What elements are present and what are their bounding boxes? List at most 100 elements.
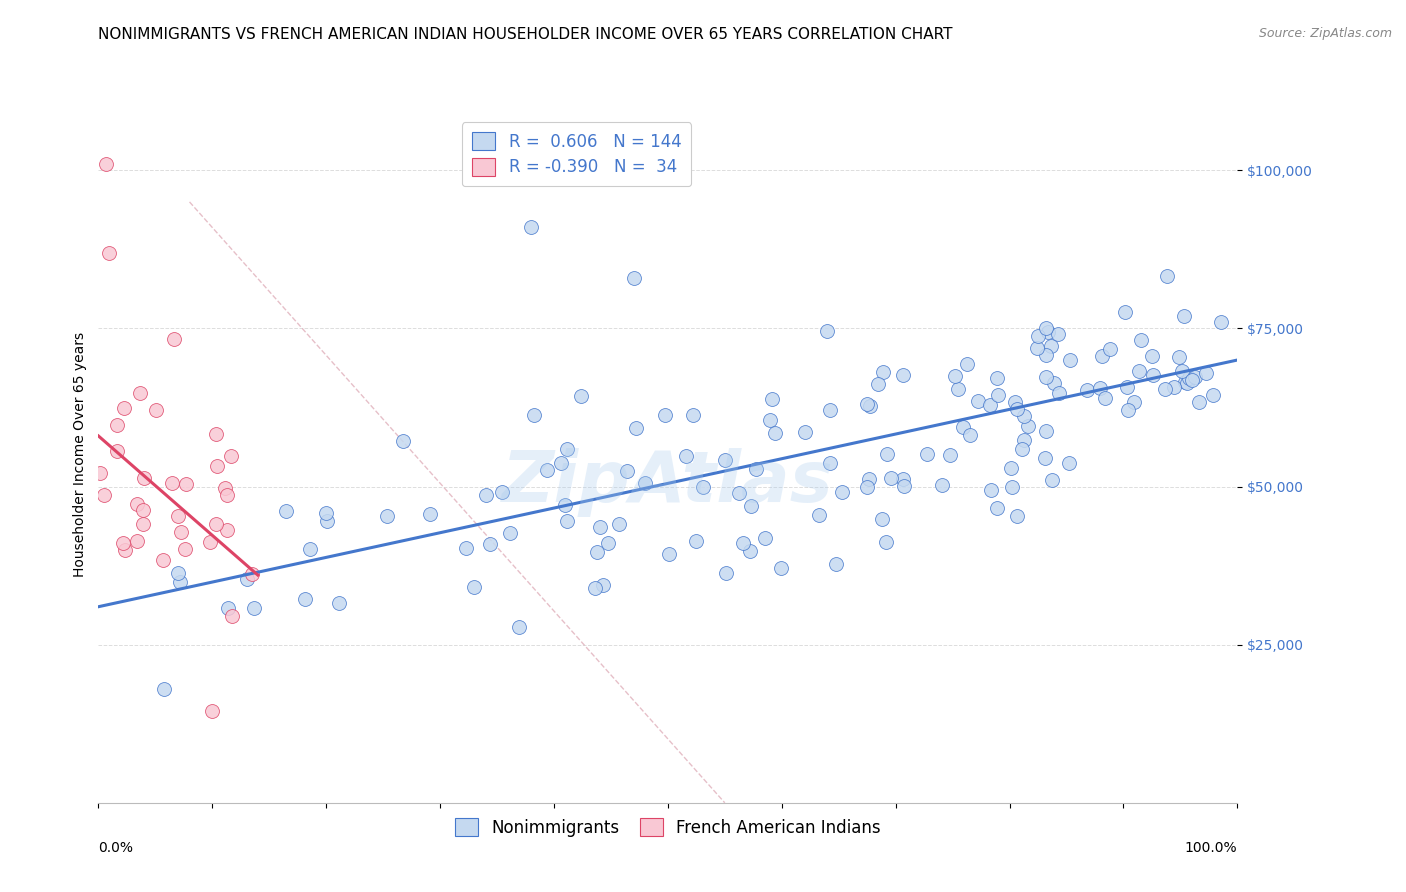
Point	[1142, 368, 1164, 382]
Point	[274, 504, 297, 518]
Point	[891, 368, 914, 382]
Text: 100.0%: 100.0%	[1185, 841, 1237, 855]
Point	[377, 509, 399, 524]
Point	[105, 444, 128, 458]
Point	[583, 581, 606, 595]
Point	[1130, 333, 1153, 347]
Point	[1173, 309, 1195, 323]
Point	[872, 365, 894, 379]
Point	[959, 428, 981, 442]
Point	[167, 508, 190, 523]
Point	[1188, 394, 1211, 409]
Point	[1140, 349, 1163, 363]
Point	[129, 386, 152, 401]
Point	[586, 544, 609, 558]
Text: ZipAtlas: ZipAtlas	[502, 449, 834, 517]
Point	[298, 541, 321, 556]
Point	[1035, 348, 1057, 362]
Point	[967, 393, 990, 408]
Point	[1202, 388, 1225, 402]
Point	[654, 409, 676, 423]
Point	[1000, 461, 1022, 475]
Point	[201, 704, 224, 718]
Point	[217, 601, 239, 615]
Point	[125, 533, 148, 548]
Point	[1057, 456, 1080, 470]
Point	[1035, 425, 1057, 439]
Point	[523, 408, 546, 422]
Point	[824, 557, 846, 571]
Point	[1014, 433, 1036, 447]
Point	[105, 418, 128, 433]
Point	[163, 332, 186, 346]
Point	[794, 425, 817, 439]
Point	[731, 535, 754, 549]
Point	[1091, 349, 1114, 363]
Point	[89, 466, 111, 480]
Point	[536, 463, 558, 477]
Point	[634, 476, 657, 491]
Point	[134, 471, 156, 485]
Point	[858, 472, 880, 486]
Point	[716, 566, 738, 580]
Point	[589, 520, 612, 534]
Point	[1012, 409, 1035, 423]
Point	[880, 471, 903, 485]
Point	[169, 574, 191, 589]
Point	[96, 157, 118, 171]
Point	[770, 560, 793, 574]
Point	[1036, 325, 1059, 339]
Point	[419, 508, 441, 522]
Point	[692, 480, 714, 494]
Point	[1043, 376, 1066, 390]
Point	[1005, 508, 1028, 523]
Point	[1076, 384, 1098, 398]
Point	[870, 512, 893, 526]
Point	[145, 402, 167, 417]
Point	[1154, 382, 1177, 396]
Point	[221, 450, 243, 464]
Point	[93, 488, 115, 502]
Point	[675, 449, 697, 463]
Point	[1059, 353, 1081, 368]
Point	[1209, 315, 1232, 329]
Point	[569, 389, 592, 403]
Point	[391, 434, 413, 449]
Point	[456, 541, 478, 555]
Point	[167, 566, 190, 581]
Point	[817, 324, 839, 338]
Point	[952, 420, 974, 434]
Legend: Nonimmigrants, French American Indians: Nonimmigrants, French American Indians	[449, 811, 887, 843]
Point	[1122, 395, 1144, 409]
Point	[1167, 350, 1189, 364]
Point	[153, 681, 176, 696]
Point	[555, 514, 578, 528]
Point	[855, 397, 877, 411]
Point	[174, 477, 197, 491]
Point	[214, 481, 236, 495]
Point	[1156, 269, 1178, 284]
Point	[221, 608, 243, 623]
Point	[893, 479, 915, 493]
Point	[714, 453, 737, 467]
Point	[162, 475, 184, 490]
Point	[986, 371, 1008, 385]
Point	[987, 388, 1010, 402]
Point	[1040, 338, 1063, 352]
Point	[170, 524, 193, 539]
Point	[1033, 451, 1056, 466]
Point	[624, 421, 647, 435]
Point	[217, 488, 239, 502]
Point	[1184, 369, 1206, 384]
Point	[205, 459, 228, 474]
Point	[555, 442, 578, 457]
Point	[152, 553, 174, 567]
Point	[1118, 403, 1140, 417]
Point	[859, 399, 882, 413]
Point	[740, 499, 762, 513]
Point	[761, 392, 783, 407]
Point	[820, 456, 842, 470]
Point	[1047, 386, 1070, 401]
Point	[658, 547, 681, 561]
Point	[1026, 329, 1049, 343]
